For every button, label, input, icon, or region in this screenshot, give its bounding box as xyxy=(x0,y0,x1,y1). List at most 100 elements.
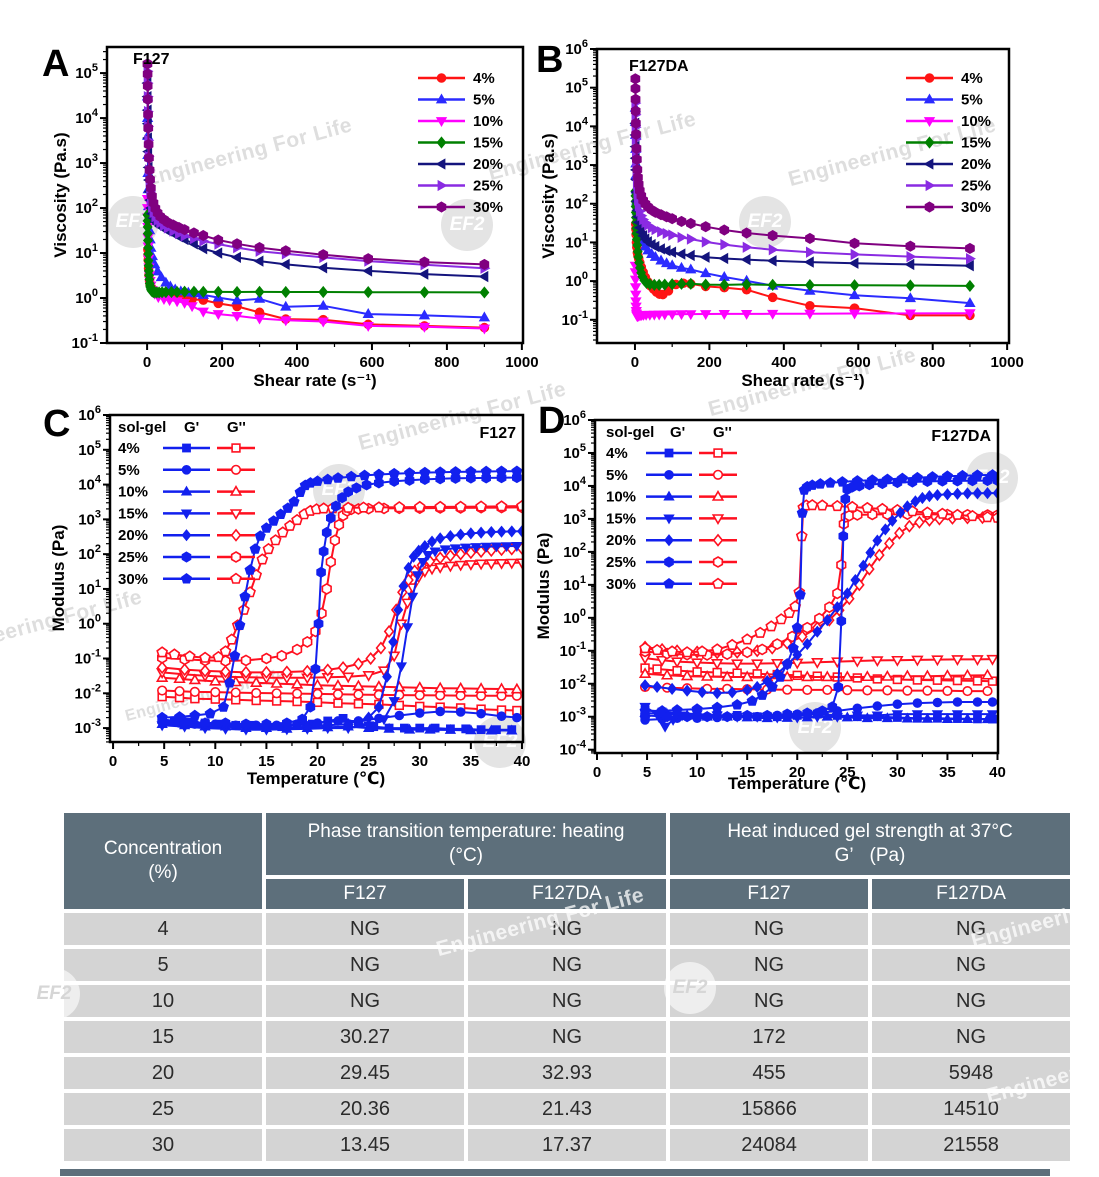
svg-text:10-1: 10-1 xyxy=(75,648,101,668)
table-cell: 13.45 xyxy=(266,1129,464,1161)
svg-text:102: 102 xyxy=(565,193,588,213)
results-table: Concentration (%) Phase transition tempe… xyxy=(60,809,1074,1165)
svg-text:102: 102 xyxy=(75,197,98,217)
svg-text:100: 100 xyxy=(75,287,98,307)
svg-text:15%: 15% xyxy=(118,505,148,522)
table-cell: 20 xyxy=(64,1057,262,1089)
svg-text:20%: 20% xyxy=(118,527,148,544)
table-cell: NG xyxy=(872,985,1071,1017)
svg-text:G': G' xyxy=(670,424,685,441)
panel-D: 0 5 10 15 20 25 30 35 40 10-4 10-3 10-2 10-1 100 101 10… xyxy=(534,400,1006,793)
svg-text:F127DA: F127DA xyxy=(931,428,991,445)
header-phase-transition-line2: (°C) xyxy=(449,845,483,866)
svg-text:10-2: 10-2 xyxy=(75,682,101,702)
svg-text:A: A xyxy=(42,43,69,85)
table-cell: NG xyxy=(670,949,869,981)
results-table-wrap: Concentration (%) Phase transition tempe… xyxy=(60,809,1071,1165)
header-phase-transition: Phase transition temperature: heating (°… xyxy=(266,813,667,875)
svg-text:0: 0 xyxy=(593,764,601,781)
table-cell: 15866 xyxy=(670,1093,869,1125)
header-concentration-line2: (%) xyxy=(148,862,178,883)
svg-text:104: 104 xyxy=(563,475,587,495)
svg-text:600: 600 xyxy=(359,354,384,371)
table-cell: NG xyxy=(266,913,464,945)
table-cell: 14510 xyxy=(872,1093,1071,1125)
svg-text:105: 105 xyxy=(75,62,98,82)
table-bottom-bar xyxy=(60,1169,1050,1176)
table-cell: 5 xyxy=(64,949,262,981)
table-cell: 172 xyxy=(670,1021,869,1053)
svg-text:103: 103 xyxy=(78,508,101,528)
svg-text:10-1: 10-1 xyxy=(560,640,586,660)
table-cell: 10 xyxy=(64,985,262,1017)
series-B-10% xyxy=(629,261,976,323)
svg-text:15: 15 xyxy=(739,764,756,781)
svg-text:C: C xyxy=(43,403,70,445)
table-cell: NG xyxy=(468,1021,667,1053)
table-cell: 15 xyxy=(64,1021,262,1053)
svg-text:F127DA: F127DA xyxy=(629,58,689,75)
svg-text:0: 0 xyxy=(143,354,151,371)
svg-text:105: 105 xyxy=(563,442,586,462)
series-B-30% xyxy=(630,73,975,254)
svg-text:105: 105 xyxy=(78,439,101,459)
svg-text:Modulus (Pa): Modulus (Pa) xyxy=(49,525,68,632)
svg-text:600: 600 xyxy=(846,354,871,371)
svg-text:20%: 20% xyxy=(961,156,991,173)
panel-D-legend: sol-gel G' G'' 4% 5% 10% 15% 20% 25% 30% xyxy=(606,424,737,593)
svg-text:D: D xyxy=(538,400,565,442)
svg-text:B: B xyxy=(536,39,563,81)
series-C-G'-30% xyxy=(156,465,523,723)
svg-text:25: 25 xyxy=(839,764,856,781)
svg-text:1000: 1000 xyxy=(990,354,1023,371)
panel-B-series xyxy=(629,73,976,323)
svg-text:104: 104 xyxy=(75,107,99,127)
series-D-G''-30% xyxy=(639,499,998,658)
svg-text:35: 35 xyxy=(463,753,480,770)
svg-text:400: 400 xyxy=(771,354,796,371)
panel-D-axes: 0 5 10 15 20 25 30 35 40 10-4 10-3 10-2 10-1 100 101 10… xyxy=(560,409,1006,781)
table-cell: NG xyxy=(872,949,1071,981)
svg-text:15%: 15% xyxy=(961,135,991,152)
svg-text:10-3: 10-3 xyxy=(75,717,101,737)
svg-text:5%: 5% xyxy=(118,462,140,479)
table-cell: NG xyxy=(670,913,869,945)
series-A-30% xyxy=(142,58,490,270)
svg-text:10-3: 10-3 xyxy=(560,706,586,726)
svg-text:25%: 25% xyxy=(606,554,636,571)
table-cell: NG xyxy=(872,913,1071,945)
svg-text:100: 100 xyxy=(78,613,101,633)
svg-text:40: 40 xyxy=(514,753,531,770)
panel-D-frame xyxy=(593,418,1000,755)
svg-text:G'': G'' xyxy=(713,424,732,441)
svg-text:100: 100 xyxy=(563,607,586,627)
table-row: 10 NG NG NG NG xyxy=(64,985,1071,1017)
svg-text:10%: 10% xyxy=(473,113,503,130)
svg-text:Temperature (℃): Temperature (℃) xyxy=(728,774,866,793)
svg-text:100: 100 xyxy=(565,270,588,290)
panel-A-axes: 0 200 400 600 800 1000 10-1 100 101 102 103 104 105 xyxy=(72,51,539,371)
panel-B-frame xyxy=(595,47,1011,345)
svg-text:sol-gel: sol-gel xyxy=(606,424,654,441)
table-cell: NG xyxy=(468,913,667,945)
table-cell: NG xyxy=(468,949,667,981)
table-cell: NG xyxy=(266,985,464,1017)
table-cell: 32.93 xyxy=(468,1057,667,1089)
svg-text:20: 20 xyxy=(789,764,806,781)
svg-text:10-1: 10-1 xyxy=(562,309,588,329)
svg-text:5: 5 xyxy=(160,753,168,770)
panel-B: 0 200 400 600 800 1000 10-1 100 101 102 103 104 105 1… xyxy=(536,38,1024,390)
svg-text:20%: 20% xyxy=(473,156,503,173)
svg-text:Shear rate (s⁻¹): Shear rate (s⁻¹) xyxy=(741,371,864,390)
svg-text:101: 101 xyxy=(75,242,98,262)
svg-text:106: 106 xyxy=(563,409,586,429)
svg-text:F127: F127 xyxy=(480,425,517,442)
svg-text:104: 104 xyxy=(78,474,102,494)
svg-text:30%: 30% xyxy=(473,199,503,216)
series-D-G''-10% xyxy=(638,667,994,682)
svg-text:5%: 5% xyxy=(473,92,495,109)
header-gel-strength-line1: Heat induced gel strength at 37°C xyxy=(727,821,1013,843)
series-C-G'-15% xyxy=(156,542,523,736)
series-A-20% xyxy=(141,77,489,283)
svg-text:4%: 4% xyxy=(606,445,628,462)
